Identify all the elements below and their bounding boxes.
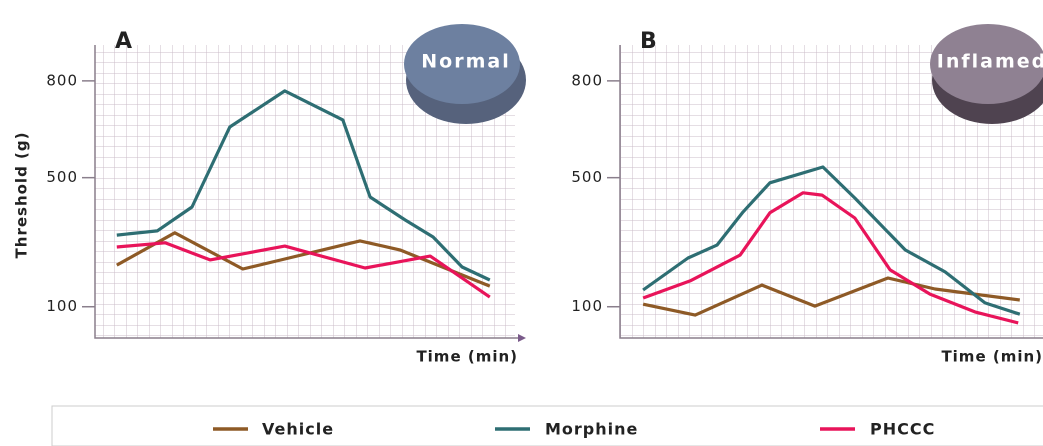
x-axis-title: Time (min) xyxy=(416,348,518,366)
series-line xyxy=(116,231,491,288)
series-line xyxy=(116,89,491,282)
x-axis-title: Time (min) xyxy=(941,348,1043,366)
axes-a xyxy=(94,45,518,339)
axis-arrow xyxy=(518,334,526,342)
badge-top xyxy=(930,24,1043,104)
y-tick-label: 100 xyxy=(46,297,78,315)
y-tick-label: 800 xyxy=(46,71,78,89)
y-axis-title: Threshold (g) xyxy=(13,132,31,259)
legend-label: Vehicle xyxy=(262,420,334,439)
legend-label: Morphine xyxy=(545,420,638,439)
panel-label: A xyxy=(115,29,132,54)
y-tick-label: 100 xyxy=(571,297,603,315)
badge-label: Inflamed xyxy=(937,51,1043,73)
y-tick-label: 800 xyxy=(571,71,603,89)
badge-top xyxy=(404,24,520,104)
legend-box xyxy=(51,405,1043,446)
series-line xyxy=(642,191,1019,325)
series-line xyxy=(642,165,1021,316)
y-tick-label: 500 xyxy=(46,168,78,186)
panel-label: B xyxy=(640,29,657,54)
y-tick-label: 500 xyxy=(571,168,603,186)
axes-b xyxy=(619,45,1043,339)
series-line xyxy=(116,241,491,299)
badge-label: Normal xyxy=(421,51,510,73)
legend-label: PHCCC xyxy=(870,420,935,439)
series-line xyxy=(642,276,1021,317)
